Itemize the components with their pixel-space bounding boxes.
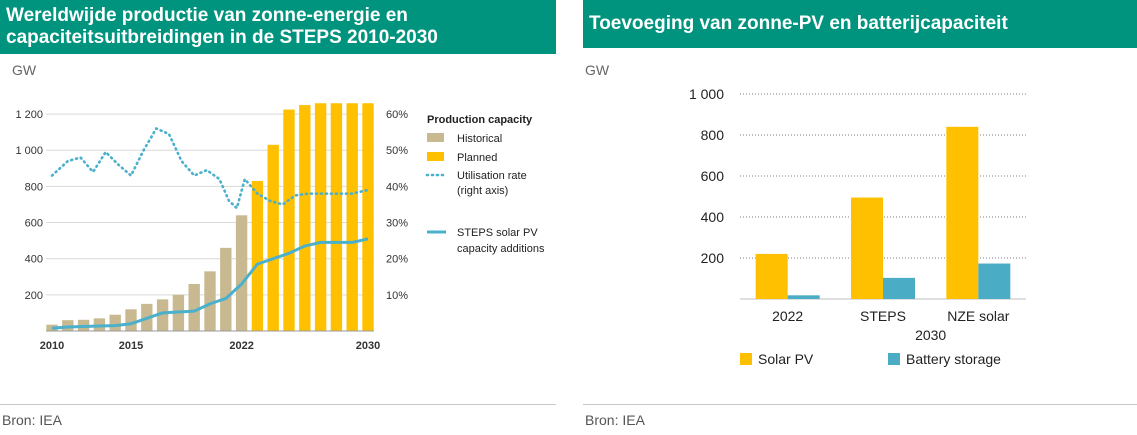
left-source-divider xyxy=(0,404,556,405)
planned-bar xyxy=(330,103,343,331)
left-y2-tick-label: 40% xyxy=(386,181,408,193)
left-y-tick-label: 400 xyxy=(25,254,43,266)
left-y-tick-label: 1 200 xyxy=(15,109,43,121)
right-group-label: 2030 xyxy=(915,327,946,343)
right-y-tick-label: 600 xyxy=(701,168,725,184)
legend-battery-swatch xyxy=(888,353,900,365)
right-y-tick-label: 400 xyxy=(701,209,725,225)
solar-pv-bar xyxy=(851,197,883,299)
left-y-tick-label: 600 xyxy=(25,218,43,230)
planned-bar xyxy=(283,109,295,331)
right-source: Bron: IEA xyxy=(585,412,645,428)
planned-bar xyxy=(267,144,279,331)
left-y2-tick-label: 50% xyxy=(386,145,408,157)
left-y-tick-label: 800 xyxy=(25,181,43,193)
right-x-category-label: STEPS xyxy=(860,308,906,324)
right-y-tick-label: 800 xyxy=(701,127,725,143)
planned-bar xyxy=(314,103,327,331)
left-x-tick-label: 2030 xyxy=(356,340,380,352)
battery-storage-bar xyxy=(883,277,915,299)
right-chart-area: 200 400 600 800 1 000 2022 STEPS NZE solar 2030 S… xyxy=(583,80,1137,385)
right-x-category-label: 2022 xyxy=(772,308,803,324)
legend-historical-swatch xyxy=(427,133,444,142)
right-source-divider xyxy=(583,404,1137,405)
steps-additions-line xyxy=(51,237,369,330)
historical-bar xyxy=(156,299,169,331)
left-unit-label: GW xyxy=(12,62,37,78)
right-chart-title: Toevoeging van zonne-PV en batterijcapac… xyxy=(583,0,1137,48)
left-y2-tick-label: 30% xyxy=(386,218,408,230)
historical-bar xyxy=(235,215,248,331)
right-unit-label: GW xyxy=(585,62,610,78)
legend-solar-pv-swatch xyxy=(740,353,752,365)
legend-battery-label: Battery storage xyxy=(906,351,1001,367)
historical-bar xyxy=(188,284,200,331)
historical-bar xyxy=(125,309,137,331)
left-y-tick-label: 200 xyxy=(25,290,43,302)
right-x-category-label: NZE solar xyxy=(947,308,1010,324)
left-chart-panel: Wereldwijde productie van zonne-energie … xyxy=(0,0,556,435)
legend-solar-pv-label: Solar PV xyxy=(758,351,814,367)
left-y2-tick-label: 10% xyxy=(386,290,408,302)
solar-production-chart: 200 400 600 800 1 000 1 200 10% 20% 30% 40% 50% 60%… xyxy=(15,103,545,352)
left-x-tick-label: 2010 xyxy=(40,340,64,352)
solar-pv-bar xyxy=(946,126,979,299)
historical-bar xyxy=(109,314,121,331)
left-chart-title: Wereldwijde productie van zonne-energie … xyxy=(0,0,556,54)
left-x-tick-label: 2022 xyxy=(229,340,253,352)
legend-planned-swatch xyxy=(427,152,444,161)
legend-utilisation-label: Utilisation rate xyxy=(457,170,527,182)
battery-storage-bar xyxy=(787,295,820,299)
right-y-tick-label: 1 000 xyxy=(689,86,724,102)
legend-planned-label: Planned xyxy=(457,152,497,164)
right-chart-panel: Toevoeging van zonne-PV en batterijcapac… xyxy=(583,0,1137,435)
solar-pv-bar xyxy=(755,253,788,299)
left-chart-area: 200 400 600 800 1 000 1 200 10% 20% 30% 40% 50% 60%… xyxy=(0,88,556,365)
left-x-tick-label: 2015 xyxy=(119,340,143,352)
left-y-tick-label: 1 000 xyxy=(15,145,43,157)
planned-bar xyxy=(362,103,374,331)
historical-bar xyxy=(220,247,232,331)
left-y2-tick-label: 20% xyxy=(386,254,408,266)
legend-steps-label: STEPS solar PV xyxy=(457,227,538,239)
battery-storage-bar xyxy=(978,263,1011,299)
legend-historical-label: Historical xyxy=(457,133,502,145)
planned-bar xyxy=(251,180,264,331)
legend-utilisation-label-2: (right axis) xyxy=(457,185,508,197)
planned-bar xyxy=(299,105,311,332)
legend-title: Production capacity xyxy=(427,114,533,126)
left-source: Bron: IEA xyxy=(2,412,62,428)
historical-bar xyxy=(204,271,216,331)
legend-steps-label-2: capacity additions xyxy=(457,243,545,255)
utilisation-rate-line xyxy=(50,126,370,211)
planned-bar xyxy=(346,103,358,331)
left-y2-tick-label: 60% xyxy=(386,109,408,121)
right-y-tick-label: 200 xyxy=(701,250,725,266)
